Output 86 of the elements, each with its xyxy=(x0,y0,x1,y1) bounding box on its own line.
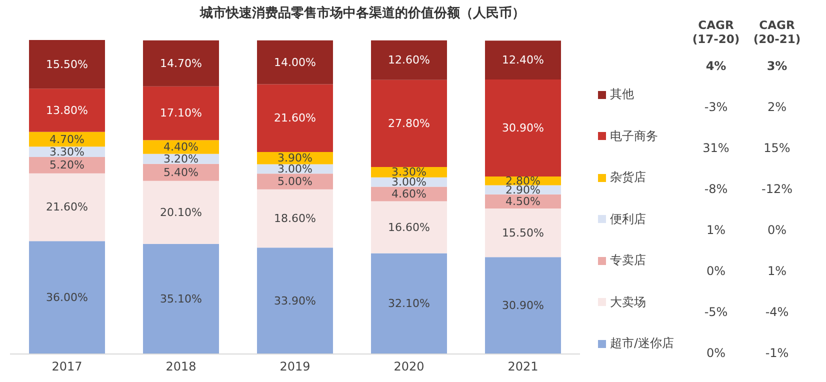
text: 0% xyxy=(705,264,727,278)
bar xyxy=(29,241,105,354)
x-tick-label: 2021 xyxy=(508,360,538,374)
legend-label: 其他 xyxy=(609,86,635,104)
legend-label: 大卖场 xyxy=(609,294,647,311)
chart-title: 城市快速消费品零售市场中各渠道的价值份额（人民币） xyxy=(200,4,525,22)
bar xyxy=(143,164,219,181)
bar xyxy=(143,40,219,86)
x-tick-label: 2020 xyxy=(394,360,424,374)
data-label: 14.00% xyxy=(274,56,316,69)
bar xyxy=(143,180,219,244)
text: 2% xyxy=(766,100,788,114)
data-label: 5.20% xyxy=(50,158,84,172)
data-label: 15.50% xyxy=(502,226,544,240)
bar xyxy=(257,40,333,84)
bar xyxy=(485,40,561,80)
data-label: 4.60% xyxy=(392,188,426,201)
legend-label: 电子商务 xyxy=(609,128,659,145)
data-label: 15.50% xyxy=(46,58,88,71)
bar xyxy=(257,248,333,354)
data-label: 30.90% xyxy=(502,299,544,312)
x-tick-label: 2018 xyxy=(166,360,196,374)
data-label: 20.10% xyxy=(160,206,202,219)
data-label: 12.60% xyxy=(388,54,430,67)
bar xyxy=(371,201,447,254)
x-tick-label: 2019 xyxy=(280,360,310,374)
data-label: 30.90% xyxy=(502,121,544,134)
x-tick-label: 2017 xyxy=(52,360,82,374)
bar xyxy=(485,208,561,258)
data-label: 36.00% xyxy=(46,291,88,304)
bar xyxy=(371,40,447,80)
data-label: 5.40% xyxy=(164,166,198,179)
text: 31% xyxy=(702,141,730,155)
bar xyxy=(485,257,561,354)
data-label: 17.10% xyxy=(160,106,202,120)
text: -5% xyxy=(703,305,729,319)
data-label: 3.20% xyxy=(164,152,198,166)
text: -4% xyxy=(764,305,790,319)
text: CAGR (17-20) xyxy=(691,18,741,46)
text: 1% xyxy=(705,223,727,237)
text: CAGR (20-21) xyxy=(752,18,802,46)
data-label: 32.10% xyxy=(388,297,430,310)
data-label: 21.60% xyxy=(46,200,88,214)
data-label: 4.40% xyxy=(164,140,198,154)
text: -1% xyxy=(764,346,790,360)
data-label: 4.70% xyxy=(50,132,84,146)
legend-label: 超市/迷你店 xyxy=(609,335,674,352)
data-label: 35.10% xyxy=(160,292,202,306)
text: -8% xyxy=(703,182,729,196)
bar xyxy=(29,88,105,132)
data-label: 4.50% xyxy=(506,194,540,208)
text: 15% xyxy=(762,141,792,155)
data-label: 33.90% xyxy=(274,294,316,308)
legend-label: 杂货店 xyxy=(609,169,647,186)
legend-label: 专卖店 xyxy=(609,252,647,270)
text: 0% xyxy=(766,223,788,237)
data-label: 27.80% xyxy=(388,116,430,130)
text: -3% xyxy=(703,100,729,114)
data-label: 3.00% xyxy=(392,176,426,189)
data-label: 3.00% xyxy=(278,162,312,176)
bar xyxy=(257,189,333,248)
bar xyxy=(143,86,219,140)
bar xyxy=(29,157,105,174)
bar xyxy=(485,80,561,176)
text: 3% xyxy=(766,59,788,73)
text: -12% xyxy=(760,182,794,196)
data-label: 18.60% xyxy=(274,212,316,225)
bar xyxy=(29,40,105,89)
text: 4% xyxy=(704,59,728,73)
bar xyxy=(371,80,447,168)
bar xyxy=(143,244,219,354)
data-label: 16.60% xyxy=(388,220,430,234)
data-label: 13.80% xyxy=(46,104,88,117)
data-label: 3.90% xyxy=(278,152,312,165)
bar xyxy=(257,84,333,152)
legend-label: 便利店 xyxy=(609,210,647,228)
data-label: 12.40% xyxy=(502,54,544,67)
data-label: 14.70% xyxy=(160,56,202,70)
bar xyxy=(29,173,105,242)
bar xyxy=(371,253,447,354)
text: 0% xyxy=(705,346,727,360)
text: 1% xyxy=(766,264,788,278)
bar xyxy=(257,174,333,190)
data-label: 21.60% xyxy=(274,112,316,125)
data-label: 5.00% xyxy=(278,174,312,188)
data-label: 3.30% xyxy=(50,145,84,158)
